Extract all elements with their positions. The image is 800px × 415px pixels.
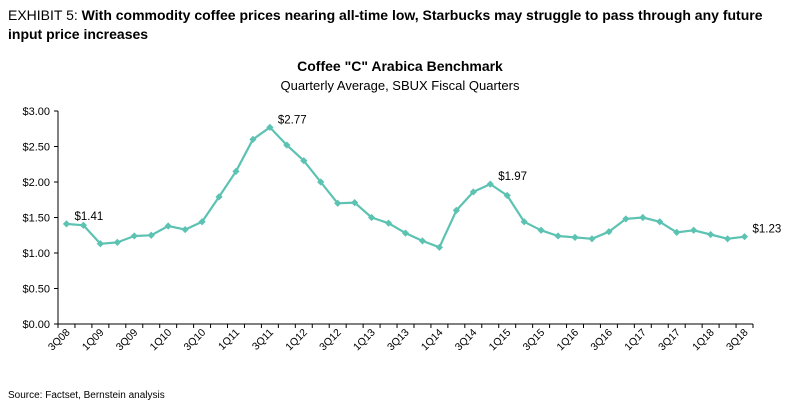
data-point	[418, 237, 427, 245]
data-point	[283, 141, 291, 149]
x-tick-label: 1Q16	[554, 327, 581, 354]
data-point	[147, 231, 155, 239]
data-point	[469, 188, 477, 196]
data-point	[486, 180, 494, 188]
data-point	[181, 225, 189, 234]
data-point	[113, 238, 121, 246]
data-label: $2.77	[278, 114, 307, 126]
source-note: Source: Factset, Bernstein analysis	[8, 390, 165, 401]
exhibit-label: EXHIBIT 5:	[8, 7, 78, 23]
y-tick-label: $1.00	[22, 248, 50, 260]
data-label: $1.23	[753, 224, 782, 236]
x-tick-label: 3Q15	[521, 327, 548, 354]
data-point	[605, 228, 613, 236]
data-point	[317, 178, 325, 186]
exhibit-title: With commodity coffee prices nearing all…	[8, 7, 763, 42]
data-point	[656, 218, 664, 226]
chart-subtitle: Quarterly Average, SBUX Fiscal Quarters	[280, 78, 520, 93]
data-point	[164, 222, 172, 230]
data-point	[520, 218, 528, 226]
data-label: $1.41	[74, 211, 103, 223]
data-point	[707, 230, 715, 239]
x-tick-label: 3Q14	[453, 327, 480, 354]
data-point	[452, 206, 460, 214]
data-point	[622, 215, 630, 223]
data-point	[198, 218, 206, 226]
data-point	[215, 193, 223, 201]
x-tick-label: 3Q17	[656, 327, 683, 354]
exhibit-header: EXHIBIT 5: With commodity coffee prices …	[8, 6, 793, 44]
data-point	[249, 135, 257, 143]
data-point	[723, 235, 732, 243]
x-tick-label: 3Q10	[182, 327, 209, 354]
x-tick-label: 3Q18	[724, 327, 751, 354]
x-tick-label: 1Q12	[283, 327, 310, 354]
x-tick-label: 1Q18	[690, 327, 717, 354]
x-tick-label: 3Q11	[250, 327, 276, 353]
data-point	[266, 123, 274, 131]
data-point	[232, 167, 240, 175]
y-tick-label: $0.50	[22, 284, 50, 296]
x-tick-label: 1Q10	[148, 327, 175, 354]
x-tick-label: 3Q09	[114, 327, 141, 354]
y-tick-label: $3.00	[22, 106, 50, 118]
data-point	[435, 243, 444, 251]
data-point	[503, 191, 511, 200]
x-tick-label: 1Q11	[216, 327, 242, 353]
x-tick-label: 1Q15	[487, 327, 514, 354]
data-point	[130, 232, 138, 240]
data-point	[554, 232, 562, 240]
x-tick-label: 3Q13	[385, 327, 412, 354]
data-point	[690, 226, 698, 234]
x-tick-label: 1Q09	[80, 327, 107, 354]
data-point	[537, 226, 545, 234]
data-point	[351, 198, 359, 207]
data-point	[62, 220, 71, 228]
x-tick-label: 1Q17	[622, 327, 649, 354]
data-point	[639, 213, 647, 222]
data-point	[367, 213, 376, 222]
data-point	[384, 219, 393, 227]
data-point	[571, 233, 579, 241]
y-tick-label: $2.00	[22, 177, 50, 189]
x-tick-label: 3Q12	[317, 327, 344, 354]
data-point	[79, 221, 88, 229]
data-point	[96, 240, 104, 248]
y-tick-label: $2.50	[22, 142, 50, 154]
x-tick-label: 1Q14	[419, 327, 446, 354]
data-point	[334, 199, 342, 207]
data-point	[588, 235, 596, 243]
data-point	[300, 157, 308, 165]
x-tick-label: 1Q13	[351, 327, 378, 354]
data-point	[673, 228, 681, 237]
data-label: $1.97	[498, 171, 527, 183]
y-tick-label: $0.00	[22, 319, 50, 331]
chart-title: Coffee "C" Arabica Benchmark	[297, 58, 503, 74]
data-point	[740, 233, 749, 241]
x-tick-label: 3Q16	[588, 327, 615, 354]
data-point	[401, 229, 410, 237]
y-tick-label: $1.50	[22, 213, 50, 225]
